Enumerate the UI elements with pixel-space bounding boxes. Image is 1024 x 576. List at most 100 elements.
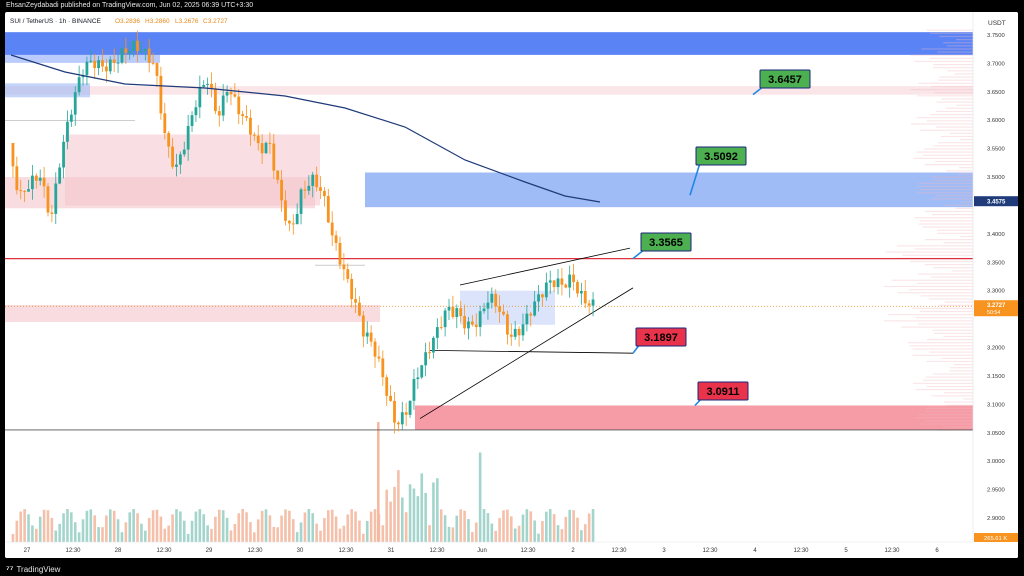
- time-tick: 31: [388, 548, 395, 554]
- profile-bar: [945, 426, 973, 428]
- legend-symbol: SUI / TetherUS · 1h · BINANCE: [10, 18, 102, 25]
- label-text: 3.3565: [649, 237, 683, 249]
- price-tick: 3.6500: [987, 90, 1005, 96]
- profile-bar: [944, 301, 973, 303]
- candle-body: [147, 48, 151, 63]
- profile-bar: [924, 238, 973, 241]
- volume-bar: [225, 517, 229, 542]
- volume-bar: [210, 528, 213, 542]
- profile-bar: [909, 345, 973, 347]
- profile-bar: [923, 379, 973, 381]
- profile-bar: [930, 198, 973, 200]
- volume-bar: [124, 522, 128, 542]
- profile-bar: [960, 235, 973, 238]
- volume-bar: [190, 520, 194, 542]
- candle-body: [502, 311, 505, 315]
- candle-body: [11, 142, 15, 167]
- label-text: 3.1897: [644, 332, 678, 344]
- profile-bar: [956, 104, 973, 106]
- profile-bar: [883, 285, 973, 288]
- profile-bar: [939, 76, 973, 78]
- volume-bar: [295, 532, 299, 542]
- volume-bar: [85, 510, 89, 542]
- label-box: [640, 232, 692, 252]
- candle-body: [233, 94, 237, 97]
- candle-body: [217, 111, 221, 116]
- candle-body: [124, 48, 128, 54]
- volume-bar: [436, 478, 439, 542]
- volume-bar: [358, 520, 361, 542]
- profile-bar: [934, 92, 973, 94]
- candle-body: [69, 114, 73, 122]
- profile-bar: [925, 376, 973, 378]
- candle-body: [120, 48, 124, 63]
- volume-bar: [319, 530, 322, 542]
- profile-bar: [953, 364, 973, 366]
- candle-body: [412, 379, 416, 401]
- candle-body: [470, 321, 474, 325]
- profile-bar: [914, 60, 973, 63]
- profile-bar: [916, 117, 973, 119]
- volume-bar: [467, 519, 470, 542]
- profile-bar: [963, 398, 973, 400]
- volume-bar: [591, 509, 595, 542]
- candle-body: [583, 291, 587, 304]
- candle-body: [31, 175, 34, 190]
- candle-body: [404, 412, 408, 415]
- candle-body: [338, 242, 342, 265]
- candle-body: [214, 88, 217, 112]
- volume-bar: [159, 516, 163, 542]
- label-box: [635, 327, 687, 347]
- volume-bar: [23, 509, 26, 542]
- volume-bar: [11, 534, 15, 542]
- candle-body: [361, 315, 365, 337]
- chart-canvas[interactable]: 3.6457 3.5092 3.3565 3.1897 3.0911 USDT 3.75…: [5, 12, 1018, 558]
- legend-low: L3.2676: [175, 18, 199, 25]
- candle-body: [229, 91, 233, 95]
- profile-bar: [930, 32, 973, 34]
- profile-bar: [916, 151, 973, 153]
- volume-bar: [93, 515, 97, 542]
- volume-bar: [253, 532, 256, 542]
- last-price-text: 3.2727: [987, 303, 1006, 309]
- volume-bar: [299, 522, 303, 542]
- profile-bar: [910, 88, 973, 91]
- profile-bar: [943, 335, 973, 338]
- profile-bar: [955, 207, 973, 209]
- profile-bar: [928, 298, 973, 300]
- profile-bar: [941, 357, 973, 359]
- volume-bar: [186, 533, 190, 542]
- footer-logo-text: TradingView: [16, 565, 61, 574]
- label-pointer: [689, 162, 701, 196]
- profile-bar: [931, 276, 973, 278]
- currency-label: USDT: [988, 20, 1006, 27]
- candle-body: [389, 395, 392, 401]
- volume-bar: [303, 512, 307, 542]
- volume-bar: [198, 509, 202, 542]
- profile-bar: [918, 223, 973, 225]
- profile-bar: [952, 270, 973, 272]
- candle-body: [572, 274, 575, 283]
- volume-bar: [412, 488, 416, 542]
- time-tick: Jun: [477, 548, 487, 554]
- candle-body: [256, 135, 260, 144]
- candle-body: [556, 278, 560, 288]
- volume-bar: [587, 513, 591, 542]
- candle-body: [439, 327, 443, 329]
- pink-zone-365: [5, 86, 973, 95]
- volume-bar: [548, 509, 552, 542]
- candle-body: [482, 308, 486, 312]
- profile-bar: [912, 348, 973, 350]
- candle-body: [46, 186, 50, 213]
- volume-bar: [108, 509, 112, 542]
- profile-bar: [940, 135, 973, 138]
- candle-body: [474, 324, 478, 328]
- chart-panel[interactable]: 3.6457 3.5092 3.3565 3.1897 3.0911 USDT 3.75…: [5, 12, 1018, 558]
- volume-bar: [256, 519, 260, 542]
- candle-body: [591, 299, 595, 306]
- candle-body: [478, 311, 482, 328]
- blue-zone-left: [5, 83, 90, 98]
- wedge-lower-line: [419, 287, 634, 419]
- volume-bar: [280, 515, 283, 542]
